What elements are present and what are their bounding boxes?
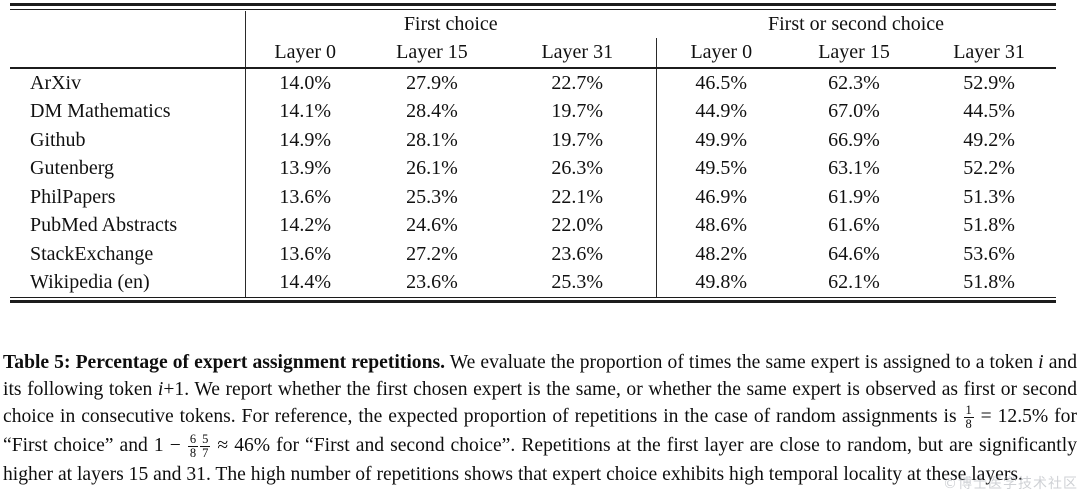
table-bottom-rule-thin bbox=[10, 297, 1056, 298]
cell: 26.1% bbox=[406, 157, 458, 180]
cell: 23.6% bbox=[499, 240, 657, 269]
row-label: Wikipedia (en) bbox=[10, 268, 246, 297]
results-table: First choice First or second choice Laye… bbox=[10, 11, 1057, 297]
header-group-first-or-second-choice: First or second choice bbox=[767, 13, 945, 35]
math-var-i: i bbox=[157, 378, 164, 400]
cell: 25.3% bbox=[499, 268, 657, 297]
table-row: Github 14.9% 28.1% 19.7% 49.9% 66.9% 49.… bbox=[10, 126, 1056, 155]
cell: 49.9% bbox=[695, 128, 748, 151]
cell: 49.5% bbox=[695, 157, 748, 180]
header-empty-cell bbox=[10, 38, 246, 68]
cell: 64.6% bbox=[828, 242, 880, 265]
table-row: ArXiv 14.0% 27.9% 22.7% 46.5% 62.3% 52.9… bbox=[10, 68, 1056, 98]
cell: 28.1% bbox=[406, 128, 458, 151]
table-bottom-rule-thick bbox=[10, 300, 1056, 303]
cell: 49.8% bbox=[695, 271, 748, 294]
cell: 25.3% bbox=[406, 185, 458, 208]
row-label: Gutenberg bbox=[10, 154, 246, 183]
cell: 51.3% bbox=[963, 185, 1015, 208]
cell: 19.7% bbox=[499, 126, 657, 155]
cell: 63.1% bbox=[828, 157, 880, 180]
header-layers-row: Layer 0 Layer 15 Layer 31 Layer 0 Layer … bbox=[10, 38, 1056, 68]
table-row: PubMed Abstracts 14.2% 24.6% 22.0% 48.6%… bbox=[10, 211, 1056, 240]
cell: 46.9% bbox=[695, 185, 748, 208]
cell: 26.3% bbox=[499, 154, 657, 183]
table-row: PhilPapers 13.6% 25.3% 22.1% 46.9% 61.9%… bbox=[10, 183, 1056, 212]
caption-text-2: and its following token bbox=[3, 351, 1077, 400]
cell: 61.6% bbox=[828, 214, 880, 237]
caption-text-4: = 12.5% for “First choice” and 1 − bbox=[3, 405, 1077, 456]
row-label: StackExchange bbox=[10, 240, 246, 269]
results-table-block: First choice First or second choice Laye… bbox=[10, 3, 1057, 303]
cell: 46.5% bbox=[695, 71, 748, 94]
col-header-layer15-a: Layer 15 bbox=[396, 41, 468, 63]
cell: 53.6% bbox=[963, 242, 1015, 265]
cell: 52.9% bbox=[963, 71, 1015, 94]
cell: 24.6% bbox=[406, 214, 458, 237]
row-label: Github bbox=[10, 126, 246, 155]
cell: 28.4% bbox=[406, 100, 458, 123]
row-label: DM Mathematics bbox=[10, 97, 246, 126]
table-top-rule-thick bbox=[10, 3, 1056, 6]
cell: 22.0% bbox=[499, 211, 657, 240]
row-label: PubMed Abstracts bbox=[10, 211, 246, 240]
cell: 22.7% bbox=[499, 68, 657, 98]
table-caption: Table 5: Percentage of expert assignment… bbox=[0, 349, 1080, 488]
cell: 14.4% bbox=[279, 271, 332, 294]
cell: 14.2% bbox=[279, 214, 332, 237]
table-row: Gutenberg 13.9% 26.1% 26.3% 49.5% 63.1% … bbox=[10, 154, 1056, 183]
col-header-layer0-b: Layer 0 bbox=[690, 41, 753, 63]
cell: 13.9% bbox=[279, 157, 332, 180]
cell: 44.9% bbox=[695, 100, 748, 123]
col-header-layer31-b: Layer 31 bbox=[953, 41, 1025, 63]
cell: 66.9% bbox=[828, 128, 880, 151]
cell: 13.6% bbox=[279, 185, 332, 208]
col-header-layer0-a: Layer 0 bbox=[274, 41, 337, 63]
cell: 52.2% bbox=[963, 157, 1015, 180]
cell: 49.2% bbox=[963, 128, 1015, 151]
caption-title: Table 5: Percentage of expert assignment… bbox=[3, 351, 445, 373]
caption-text-5: ≈ 46% for “First and second choice”. Rep… bbox=[3, 434, 1077, 485]
cell: 23.6% bbox=[406, 271, 458, 294]
cell: 22.1% bbox=[499, 183, 657, 212]
table-row: DM Mathematics 14.1% 28.4% 19.7% 44.9% 6… bbox=[10, 97, 1056, 126]
cell: 13.6% bbox=[279, 242, 332, 265]
caption-text-1: We evaluate the proportion of times the … bbox=[445, 351, 1039, 373]
header-group-first-choice: First choice bbox=[403, 13, 498, 35]
cell: 67.0% bbox=[828, 100, 880, 123]
header-empty-cell bbox=[10, 11, 246, 38]
row-label: ArXiv bbox=[10, 68, 246, 98]
math-var-i: i bbox=[1038, 351, 1044, 373]
table-top-rule-thin bbox=[10, 9, 1056, 10]
cell: 62.1% bbox=[828, 271, 880, 294]
table-row: Wikipedia (en) 14.4% 23.6% 25.3% 49.8% 6… bbox=[10, 268, 1056, 297]
cell: 19.7% bbox=[499, 97, 657, 126]
header-group-row: First choice First or second choice bbox=[10, 11, 1056, 38]
cell: 14.9% bbox=[279, 128, 332, 151]
cell: 48.2% bbox=[695, 242, 748, 265]
col-header-layer31-a: Layer 31 bbox=[499, 38, 657, 68]
cell: 44.5% bbox=[963, 100, 1015, 123]
cell: 14.0% bbox=[279, 71, 332, 94]
cell: 14.1% bbox=[279, 100, 332, 123]
caption-text-3: +1. We report whether the first chosen e… bbox=[3, 378, 1078, 427]
cell: 51.8% bbox=[963, 214, 1015, 237]
cell: 51.8% bbox=[963, 271, 1015, 294]
cell: 27.2% bbox=[406, 242, 458, 265]
cell: 48.6% bbox=[695, 214, 748, 237]
table-row: StackExchange 13.6% 27.2% 23.6% 48.2% 64… bbox=[10, 240, 1056, 269]
row-label: PhilPapers bbox=[10, 183, 246, 212]
cell: 61.9% bbox=[828, 185, 880, 208]
cell: 27.9% bbox=[406, 71, 458, 94]
col-header-layer15-b: Layer 15 bbox=[818, 41, 890, 63]
cell: 62.3% bbox=[828, 71, 880, 94]
